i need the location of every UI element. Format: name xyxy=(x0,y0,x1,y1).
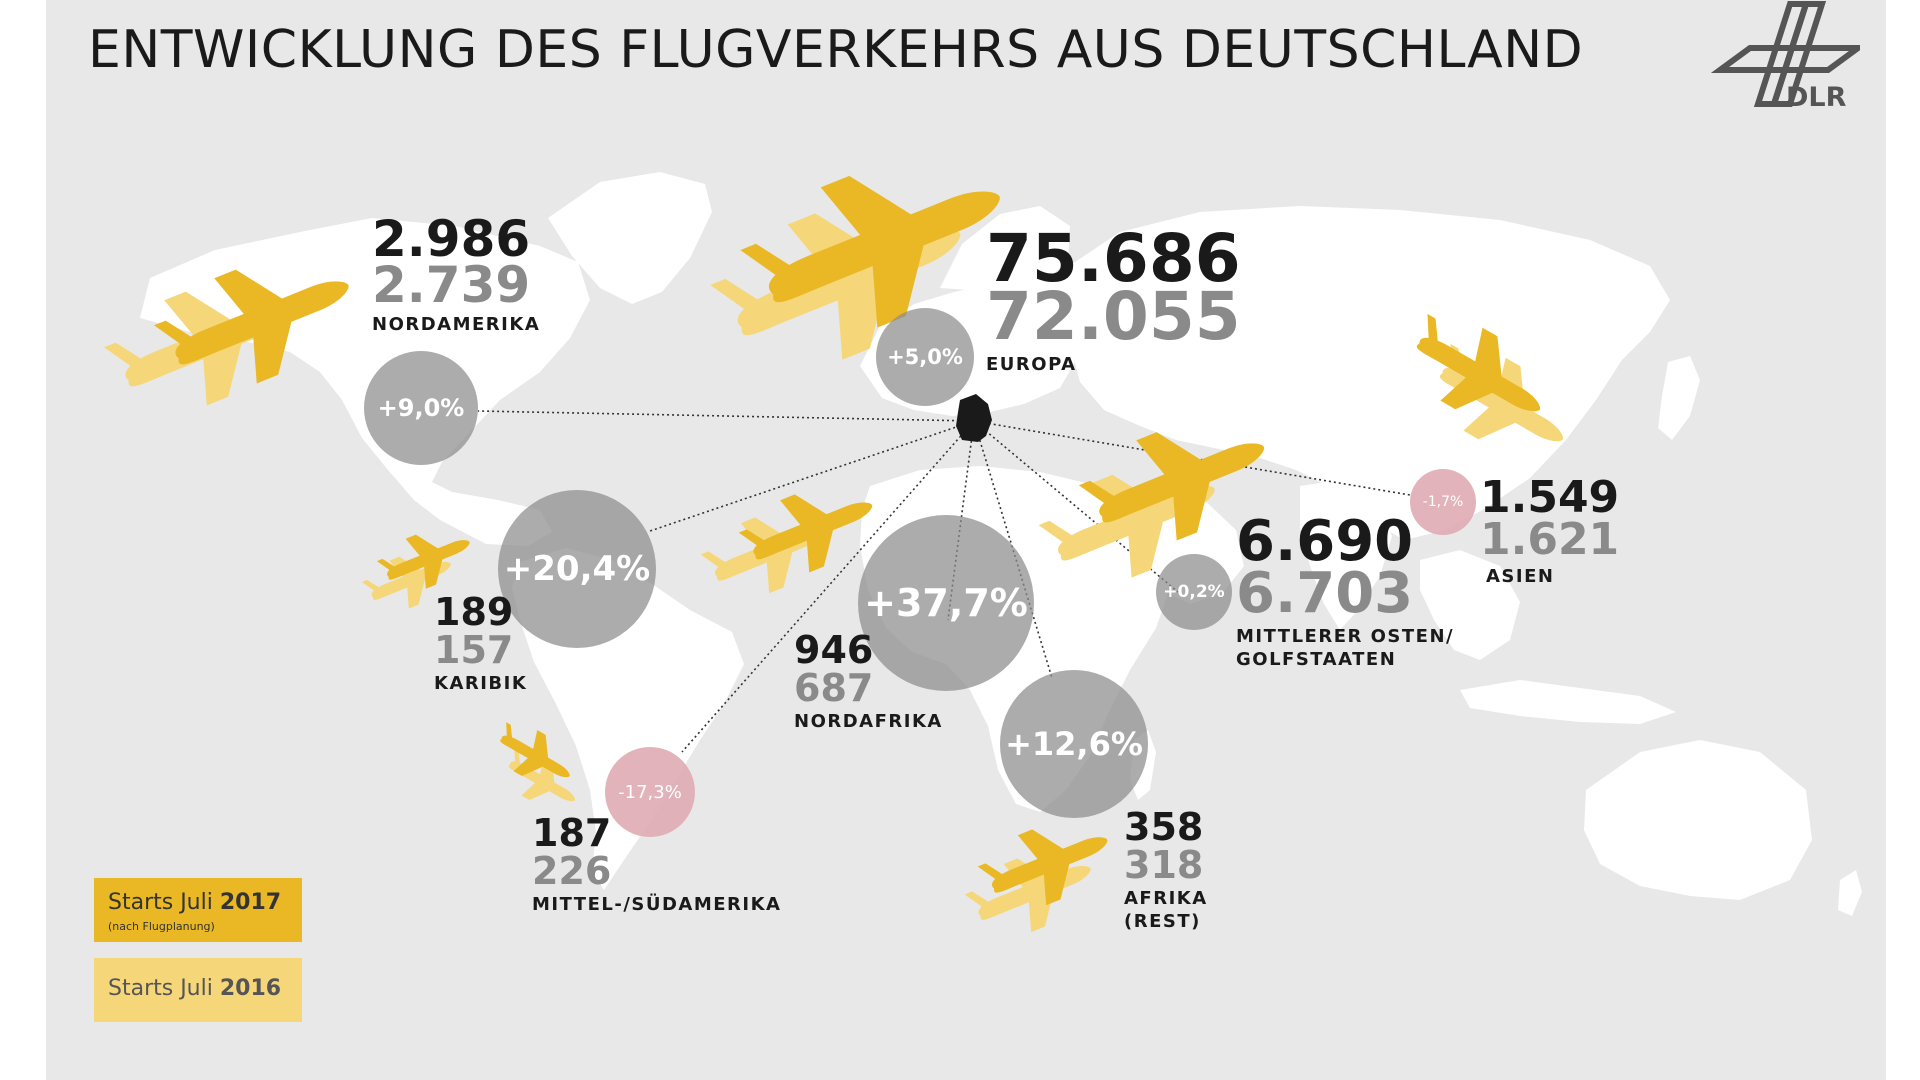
germany-marker xyxy=(956,394,992,442)
stat-mittel-suedamerika: 187 226 MITTEL-/SÜDAMERIKA xyxy=(532,814,782,917)
change-circle-asien: -1,7% xyxy=(1410,469,1476,535)
stat-karibik: 189 157 KARIBIK xyxy=(434,593,527,696)
scandinavia-shape xyxy=(940,206,1070,292)
value-2017: 189 xyxy=(434,590,514,634)
greenland-shape xyxy=(548,172,712,304)
change-circle-europa: +5,0% xyxy=(876,308,974,406)
legend-label-2017: Starts Juli 2017 xyxy=(108,890,281,915)
value-2017: 75.686 xyxy=(986,220,1241,297)
legend-label-2016: Starts Juli 2016 xyxy=(108,976,281,1001)
region-name: MITTEL-/SÜDAMERIKA xyxy=(532,894,782,915)
stat-afrika-rest: 358 318 AFRIKA (REST) xyxy=(1124,808,1208,933)
legend-note-2017: (nach Flugplanung) xyxy=(108,920,215,933)
change-circle-karibik: +20,4% xyxy=(498,490,656,648)
value-2016: 157 xyxy=(434,628,514,672)
region-name-line2: GOLFSTAATEN xyxy=(1236,648,1397,670)
legend-swatch-2017 xyxy=(94,878,302,942)
region-name: NORDAMERIKA xyxy=(372,314,541,335)
change-circle-afrika-rest: +12,6% xyxy=(1000,670,1148,818)
indonesia-shape xyxy=(1460,680,1676,724)
dlr-logo-icon xyxy=(1710,0,1860,107)
region-name: ASIEN xyxy=(1486,566,1555,587)
value-2016: 687 xyxy=(794,666,874,710)
region-name-line2: (REST) xyxy=(1124,910,1201,932)
value-2017: 2.986 xyxy=(372,210,531,268)
india-shape xyxy=(1300,480,1392,630)
value-2017: 946 xyxy=(794,628,874,672)
stat-mittlerer-osten: 6.690 6.703 MITTLERER OSTEN/ GOLFSTAATEN xyxy=(1236,514,1454,671)
stat-asien: 1.549 1.621 ASIEN xyxy=(1480,476,1619,589)
route-karibik xyxy=(649,420,975,532)
stat-nordamerika: 2.986 2.739 NORDAMERIKA xyxy=(372,214,540,337)
value-2016: 318 xyxy=(1124,843,1204,887)
stat-nordafrika: 946 687 NORDAFRIKA xyxy=(794,631,943,734)
region-name: NORDAFRIKA xyxy=(794,711,943,732)
legend-text-2017: Starts Juli xyxy=(108,890,213,915)
value-2016: 2.739 xyxy=(372,256,531,314)
change-circle-mittel-suedamerika: -17,3% xyxy=(605,747,695,837)
value-2017: 6.690 xyxy=(1236,509,1414,574)
southeast-asia-shape xyxy=(1420,550,1520,660)
legend-item-2016: Starts Juli 2016 xyxy=(94,958,302,1022)
route-mittel-suedamerika xyxy=(681,420,975,753)
legend-year-2017: 2017 xyxy=(219,890,282,915)
value-2017: 358 xyxy=(1124,805,1204,849)
value-2016: 226 xyxy=(532,849,612,893)
value-2016: 6.703 xyxy=(1236,561,1414,626)
value-2016: 1.621 xyxy=(1480,514,1620,565)
region-name: EUROPA xyxy=(986,354,1077,375)
page-title: ENTWICKLUNG DES FLUGVERKEHRS AUS DEUTSCH… xyxy=(88,20,1584,80)
value-2017: 1.549 xyxy=(1480,472,1620,523)
change-circle-nordafrika: +37,7% xyxy=(858,515,1034,691)
legend-item-2017: Starts Juli 2017 (nach Flugplanung) xyxy=(94,878,302,942)
region-name: KARIBIK xyxy=(434,673,528,694)
route-nordamerika xyxy=(477,410,975,422)
change-circle-mittlerer-osten: +0,2% xyxy=(1156,554,1232,630)
value-2016: 72.055 xyxy=(986,278,1241,355)
value-2017: 187 xyxy=(532,811,612,855)
legend-year-2016: 2016 xyxy=(219,976,282,1001)
logo-text: DLR xyxy=(1786,82,1847,113)
australia-shape xyxy=(1584,740,1812,900)
new-zealand-shape xyxy=(1838,870,1862,916)
change-circle-nordamerika: +9,0% xyxy=(364,351,478,465)
asia-shape xyxy=(1060,206,1670,540)
legend-swatch-2016 xyxy=(94,958,302,1022)
japan-shape xyxy=(1658,356,1700,440)
stat-europa: 75.686 72.055 EUROPA xyxy=(986,226,1241,377)
legend-text-2016: Starts Juli xyxy=(108,976,213,1001)
region-name: AFRIKA xyxy=(1124,888,1208,909)
region-name: MITTLERER OSTEN/ xyxy=(1236,626,1455,647)
